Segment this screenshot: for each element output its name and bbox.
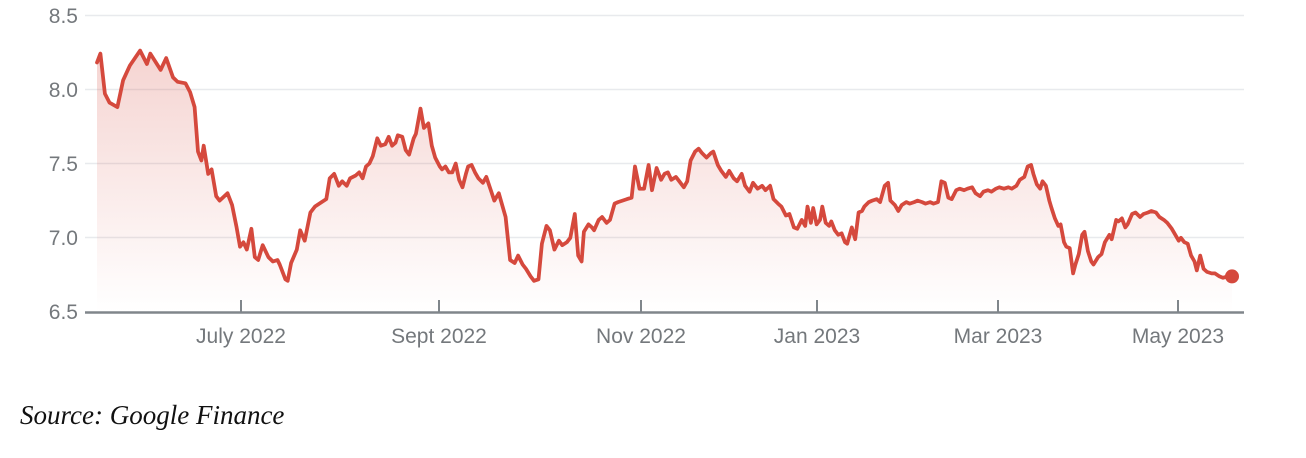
price-line xyxy=(95,48,1234,283)
x-axis-label: May 2023 xyxy=(1132,325,1224,348)
x-axis-label: Jan 2023 xyxy=(774,325,860,348)
last-price-dot xyxy=(1225,269,1239,284)
y-axis-label: 7.0 xyxy=(49,227,78,250)
x-axis-label: Mar 2023 xyxy=(954,325,1043,348)
source-note: Source: Google Finance xyxy=(20,400,285,430)
x-axis-label: July 2022 xyxy=(196,325,286,348)
y-axis-label: 8.0 xyxy=(49,79,78,102)
x-axis-label: Sept 2022 xyxy=(391,325,487,348)
x-axis-label: Nov 2022 xyxy=(596,325,686,348)
y-axis-label: 6.5 xyxy=(49,301,78,324)
y-axis-label: 8.5 xyxy=(49,5,78,28)
area-fill xyxy=(97,50,1232,312)
y-axis-label: 7.5 xyxy=(49,153,78,176)
